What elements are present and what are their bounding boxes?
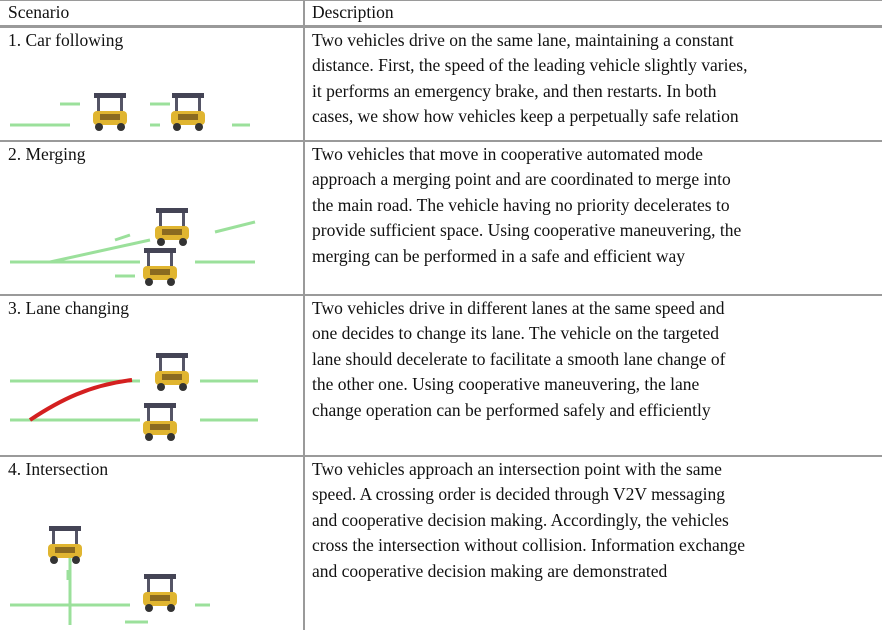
column-divider xyxy=(303,0,305,630)
rule xyxy=(0,294,882,296)
description-line: cases, we show how vehicles keep a perpe… xyxy=(312,106,739,127)
description-line: approach a merging point and are coordin… xyxy=(312,169,731,190)
description-line: cross the intersection without collision… xyxy=(312,535,746,556)
header-cell: Description xyxy=(312,2,394,22)
scenario-cell: 3. Lane changing xyxy=(8,298,129,318)
scenario-cell: 1. Car following xyxy=(8,30,124,50)
description-line: and cooperative decision making. Accordi… xyxy=(312,509,729,530)
description-line: provide sufficient space. Using cooperat… xyxy=(312,220,742,241)
description-line: merging can be performed in a safe and e… xyxy=(312,245,686,266)
description-line: lane should decelerate to facilitate a s… xyxy=(312,348,726,369)
description-line: the other one. Using cooperative maneuve… xyxy=(312,374,700,395)
rule xyxy=(0,25,882,28)
header-cell: Scenario xyxy=(8,2,70,22)
description-line: Two vehicles drive in different lanes at… xyxy=(312,298,725,318)
description-line: the main road. The vehicle having no pri… xyxy=(312,194,730,215)
lanes xyxy=(10,102,258,625)
scenario-cell: 4. Intersection xyxy=(8,459,109,479)
vehicles xyxy=(48,93,205,612)
rule xyxy=(0,140,882,142)
description-line: Two vehicles approach an intersection po… xyxy=(312,459,722,479)
rule xyxy=(0,0,882,1)
lane-change-path xyxy=(28,378,133,422)
description-line: change operation can be performed safely… xyxy=(312,399,711,420)
rule xyxy=(0,455,882,457)
description-line: distance. First, the speed of the leadin… xyxy=(312,55,748,76)
description-line: speed. A crossing order is decided throu… xyxy=(312,484,725,505)
description-line: it performs an emergency brake, and then… xyxy=(312,80,717,101)
scenario-cell: 2. Merging xyxy=(8,144,86,164)
description-line: and cooperative decision making are demo… xyxy=(312,560,668,581)
description-line: Two vehicles drive on the same lane, mai… xyxy=(312,30,734,50)
description-line: one decides to change its lane. The vehi… xyxy=(312,323,720,344)
description-line: Two vehicles that move in cooperative au… xyxy=(312,144,703,164)
illustrations xyxy=(10,93,258,625)
